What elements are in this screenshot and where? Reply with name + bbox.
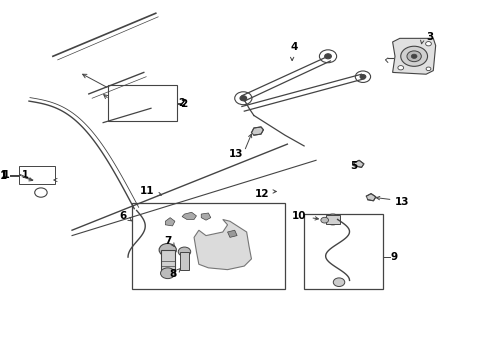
- Circle shape: [324, 54, 331, 59]
- Text: 6: 6: [120, 211, 127, 221]
- Polygon shape: [165, 218, 175, 226]
- Circle shape: [333, 278, 344, 287]
- Polygon shape: [201, 213, 210, 220]
- Text: 5: 5: [349, 161, 356, 171]
- Circle shape: [325, 214, 339, 225]
- Polygon shape: [227, 230, 237, 237]
- Circle shape: [178, 247, 190, 256]
- Text: 1: 1: [0, 170, 7, 180]
- Polygon shape: [366, 194, 375, 201]
- Bar: [160, 250, 175, 273]
- Circle shape: [425, 41, 430, 46]
- Polygon shape: [392, 39, 435, 74]
- Bar: [304, 214, 382, 289]
- Polygon shape: [182, 212, 196, 220]
- Circle shape: [410, 54, 416, 58]
- Text: 10: 10: [291, 211, 306, 221]
- Text: 12: 12: [255, 189, 269, 199]
- Circle shape: [425, 67, 430, 71]
- Bar: [132, 203, 285, 289]
- Polygon shape: [194, 220, 251, 270]
- Text: 2: 2: [180, 99, 187, 109]
- Circle shape: [400, 46, 427, 66]
- Circle shape: [406, 51, 421, 62]
- Text: 4: 4: [290, 42, 298, 51]
- Circle shape: [159, 243, 176, 256]
- Text: 1: 1: [3, 170, 10, 180]
- Text: 9: 9: [389, 252, 397, 262]
- Polygon shape: [251, 127, 263, 135]
- Text: 8: 8: [169, 269, 176, 279]
- Text: 1: 1: [0, 171, 7, 181]
- Circle shape: [397, 66, 403, 70]
- Bar: [325, 215, 339, 224]
- Bar: [179, 252, 189, 270]
- Text: 2: 2: [179, 98, 185, 108]
- Text: 11: 11: [140, 186, 154, 197]
- Bar: [20, 166, 55, 184]
- Bar: [108, 85, 177, 121]
- Polygon shape: [354, 160, 363, 167]
- Circle shape: [240, 96, 246, 101]
- Text: 7: 7: [164, 236, 171, 246]
- Circle shape: [320, 217, 328, 223]
- Text: 13: 13: [228, 149, 243, 159]
- Circle shape: [160, 268, 175, 279]
- Text: 13: 13: [394, 197, 408, 207]
- Text: 1: 1: [22, 170, 28, 180]
- Text: 3: 3: [425, 32, 432, 41]
- Circle shape: [359, 75, 365, 79]
